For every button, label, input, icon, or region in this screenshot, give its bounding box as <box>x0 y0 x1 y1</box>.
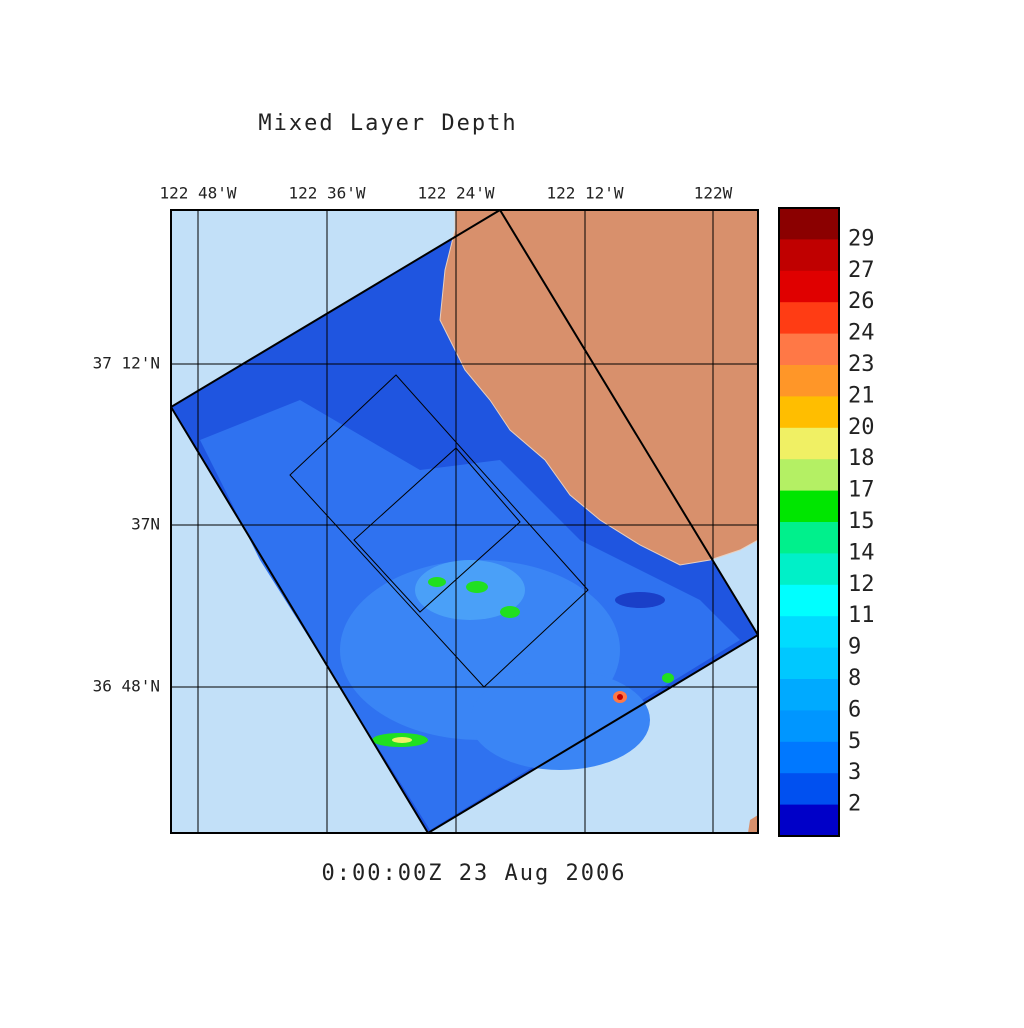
colorbar-band <box>779 302 839 335</box>
colorbar-label: 29 <box>848 226 875 251</box>
colorbar-band <box>779 427 839 460</box>
lat-labels: 37 12'N 37N 36 48'N <box>93 354 160 696</box>
colorbar-frame <box>778 207 840 837</box>
colorbar-label: 18 <box>848 446 875 471</box>
lon-label: 122 12'W <box>546 184 623 203</box>
colorbar-band <box>779 522 839 554</box>
colorbar-band <box>779 553 839 586</box>
colorbar-band <box>779 804 839 837</box>
colorbar-label: 3 <box>848 760 861 785</box>
lon-labels: 122 48'W 122 36'W 122 24'W 122 12'W 122W <box>159 184 732 203</box>
colorbar-label: 11 <box>848 603 875 628</box>
colorbar-label: 26 <box>848 289 875 314</box>
timestamp: 0:00:00Z 23 Aug 2006 <box>322 861 627 886</box>
colorbar-band <box>779 459 839 492</box>
graticule <box>171 210 758 833</box>
colorbar-label: 12 <box>848 572 875 597</box>
colorbar-band <box>779 365 839 397</box>
colorbar-band <box>779 679 839 711</box>
colorbar-label: 15 <box>848 509 875 534</box>
colorbar-band <box>779 584 839 617</box>
colorbar-label: 8 <box>848 666 861 691</box>
colorbar-label: 20 <box>848 415 875 440</box>
lat-label: 36 48'N <box>93 677 160 696</box>
colorbar-band <box>779 616 839 649</box>
hotspots <box>372 577 674 747</box>
colorbar-label: 27 <box>848 258 875 283</box>
colorbar-band <box>779 239 839 272</box>
lon-label: 122 24'W <box>417 184 494 203</box>
lat-label: 37 12'N <box>93 354 160 373</box>
colorbar-band <box>779 396 839 429</box>
colorbar-band <box>779 333 839 366</box>
colorbar: 29 27 26 24 23 21 20 18 17 15 14 12 11 9 8 6 5 3 2 <box>778 207 875 837</box>
colorbar-label: 24 <box>848 321 875 346</box>
colorbar-label: 17 <box>848 478 875 503</box>
colorbar-label: 14 <box>848 540 875 565</box>
lon-label: 122 36'W <box>288 184 365 203</box>
colorbar-label: 9 <box>848 635 861 660</box>
title: Mixed Layer Depth <box>258 111 517 136</box>
colorbar-band <box>779 710 839 743</box>
lat-label: 37N <box>131 515 160 534</box>
colorbar-label: 2 <box>848 792 861 817</box>
colorbar-label: 5 <box>848 729 861 754</box>
map-frame <box>170 209 759 834</box>
colorbar-band <box>779 208 839 240</box>
colorbar-band <box>779 741 839 774</box>
colorbar-label: 6 <box>848 697 861 722</box>
lon-label: 122 48'W <box>159 184 236 203</box>
colorbar-band <box>779 270 839 303</box>
lon-label: 122W <box>694 184 733 203</box>
colorbar-band <box>779 773 839 806</box>
colorbar-band <box>779 490 839 523</box>
colorbar-band <box>779 647 839 680</box>
colorbar-label: 23 <box>848 352 875 377</box>
land <box>439 210 758 566</box>
map <box>170 209 759 834</box>
land <box>748 815 758 833</box>
domain-outline <box>171 210 758 833</box>
colorbar-label: 21 <box>848 383 875 408</box>
